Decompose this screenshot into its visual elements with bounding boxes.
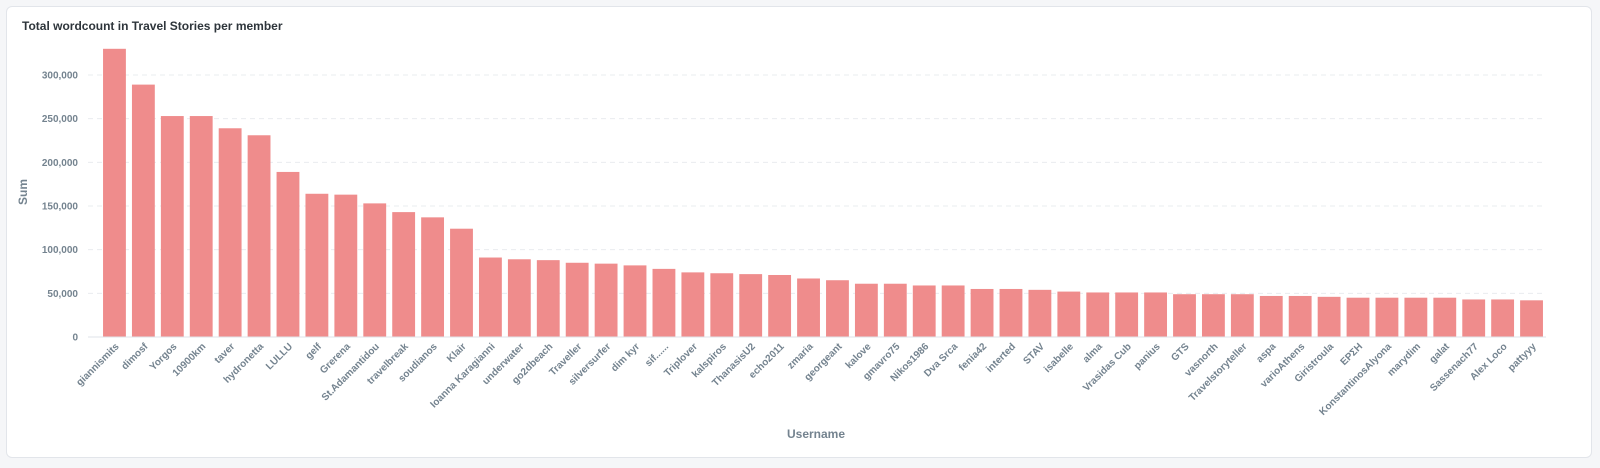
x-tick-label: panius [1132, 341, 1163, 372]
bar[interactable] [305, 193, 329, 337]
y-tick-label: 150,000 [42, 202, 79, 213]
bar[interactable] [565, 262, 589, 337]
x-tick-label: aspa [1254, 341, 1278, 365]
bar[interactable] [1491, 299, 1515, 337]
y-tick-label: 200,000 [42, 158, 79, 169]
x-tick-label: ΕΡΣΗ [1339, 341, 1366, 368]
x-tick-label: dimosf [120, 341, 151, 372]
bar[interactable] [507, 259, 531, 337]
bar[interactable] [594, 263, 618, 337]
bar[interactable] [1028, 289, 1052, 337]
bar[interactable] [189, 116, 213, 338]
bar[interactable] [912, 285, 936, 337]
bar[interactable] [710, 273, 734, 337]
x-tick-label: dim kyr [609, 341, 642, 374]
bar[interactable] [1317, 296, 1341, 337]
bar[interactable] [276, 171, 300, 337]
bar[interactable] [883, 283, 907, 337]
x-tick-label: Klair [445, 341, 469, 365]
bar[interactable] [1520, 300, 1543, 337]
bar[interactable] [392, 212, 416, 337]
bar[interactable] [1201, 294, 1225, 337]
bar[interactable] [1375, 297, 1399, 337]
bar[interactable] [421, 217, 445, 337]
bar[interactable] [160, 116, 184, 338]
y-tick-label: 100,000 [42, 245, 79, 256]
bar[interactable] [1086, 292, 1110, 337]
bar[interactable] [1144, 292, 1168, 337]
bar[interactable] [1057, 291, 1081, 337]
bar[interactable] [1259, 295, 1283, 337]
bar[interactable] [334, 194, 358, 337]
bar[interactable] [103, 48, 126, 338]
bar[interactable] [739, 274, 763, 337]
bar[interactable] [681, 272, 705, 337]
bar[interactable] [797, 278, 820, 337]
bar[interactable] [652, 268, 676, 337]
x-tick-label: galat [1428, 341, 1453, 366]
bar[interactable] [478, 257, 502, 337]
bar[interactable] [970, 288, 994, 337]
bars [103, 48, 1543, 338]
y-tick-label: 250,000 [42, 114, 79, 125]
x-tick-label: isabelle [1042, 341, 1076, 375]
x-tick-label: LULLU [264, 341, 295, 372]
bar[interactable] [1115, 292, 1139, 337]
bar[interactable] [536, 260, 560, 337]
x-tick-label: giannismits [75, 341, 122, 388]
x-tick-label: sif...... [643, 341, 671, 369]
bar[interactable] [247, 135, 271, 337]
x-tick-label: interted [984, 341, 1018, 375]
bar[interactable] [854, 283, 878, 337]
bar[interactable] [1433, 297, 1457, 337]
x-tick-label: taver [213, 341, 238, 366]
bar[interactable] [826, 280, 849, 337]
y-tick-label: 300,000 [42, 71, 79, 82]
bar[interactable] [218, 128, 242, 337]
bar[interactable] [1230, 294, 1254, 337]
bar[interactable] [768, 274, 792, 337]
bar[interactable] [1346, 297, 1370, 337]
y-axis-label: Sum [16, 179, 30, 205]
x-tick-label: gelf [304, 341, 325, 362]
y-tick-label: 50,000 [47, 289, 78, 300]
bar[interactable] [1404, 297, 1428, 337]
bar[interactable] [941, 285, 965, 337]
x-axis-label: Username [787, 427, 845, 441]
y-axis-ticks: 0 50,000 100,000 150,000 200,000 250,000 300,0… [42, 71, 79, 344]
chart-title: Total wordcount in Travel Stories per me… [22, 19, 283, 33]
x-tick-label: alma [1081, 341, 1105, 365]
x-tick-label: pattyyy [1506, 341, 1539, 374]
bar[interactable] [1288, 295, 1312, 337]
bar[interactable] [363, 203, 387, 337]
bar[interactable] [131, 84, 155, 338]
bar[interactable] [1173, 294, 1196, 337]
bar[interactable] [999, 288, 1023, 337]
x-tick-label: STAV [1021, 341, 1047, 367]
x-tick-label: GTS [1169, 341, 1192, 364]
y-tick-label: 0 [72, 333, 78, 344]
bar[interactable] [1462, 299, 1486, 337]
bar[interactable] [450, 228, 473, 337]
bar[interactable] [623, 265, 647, 337]
